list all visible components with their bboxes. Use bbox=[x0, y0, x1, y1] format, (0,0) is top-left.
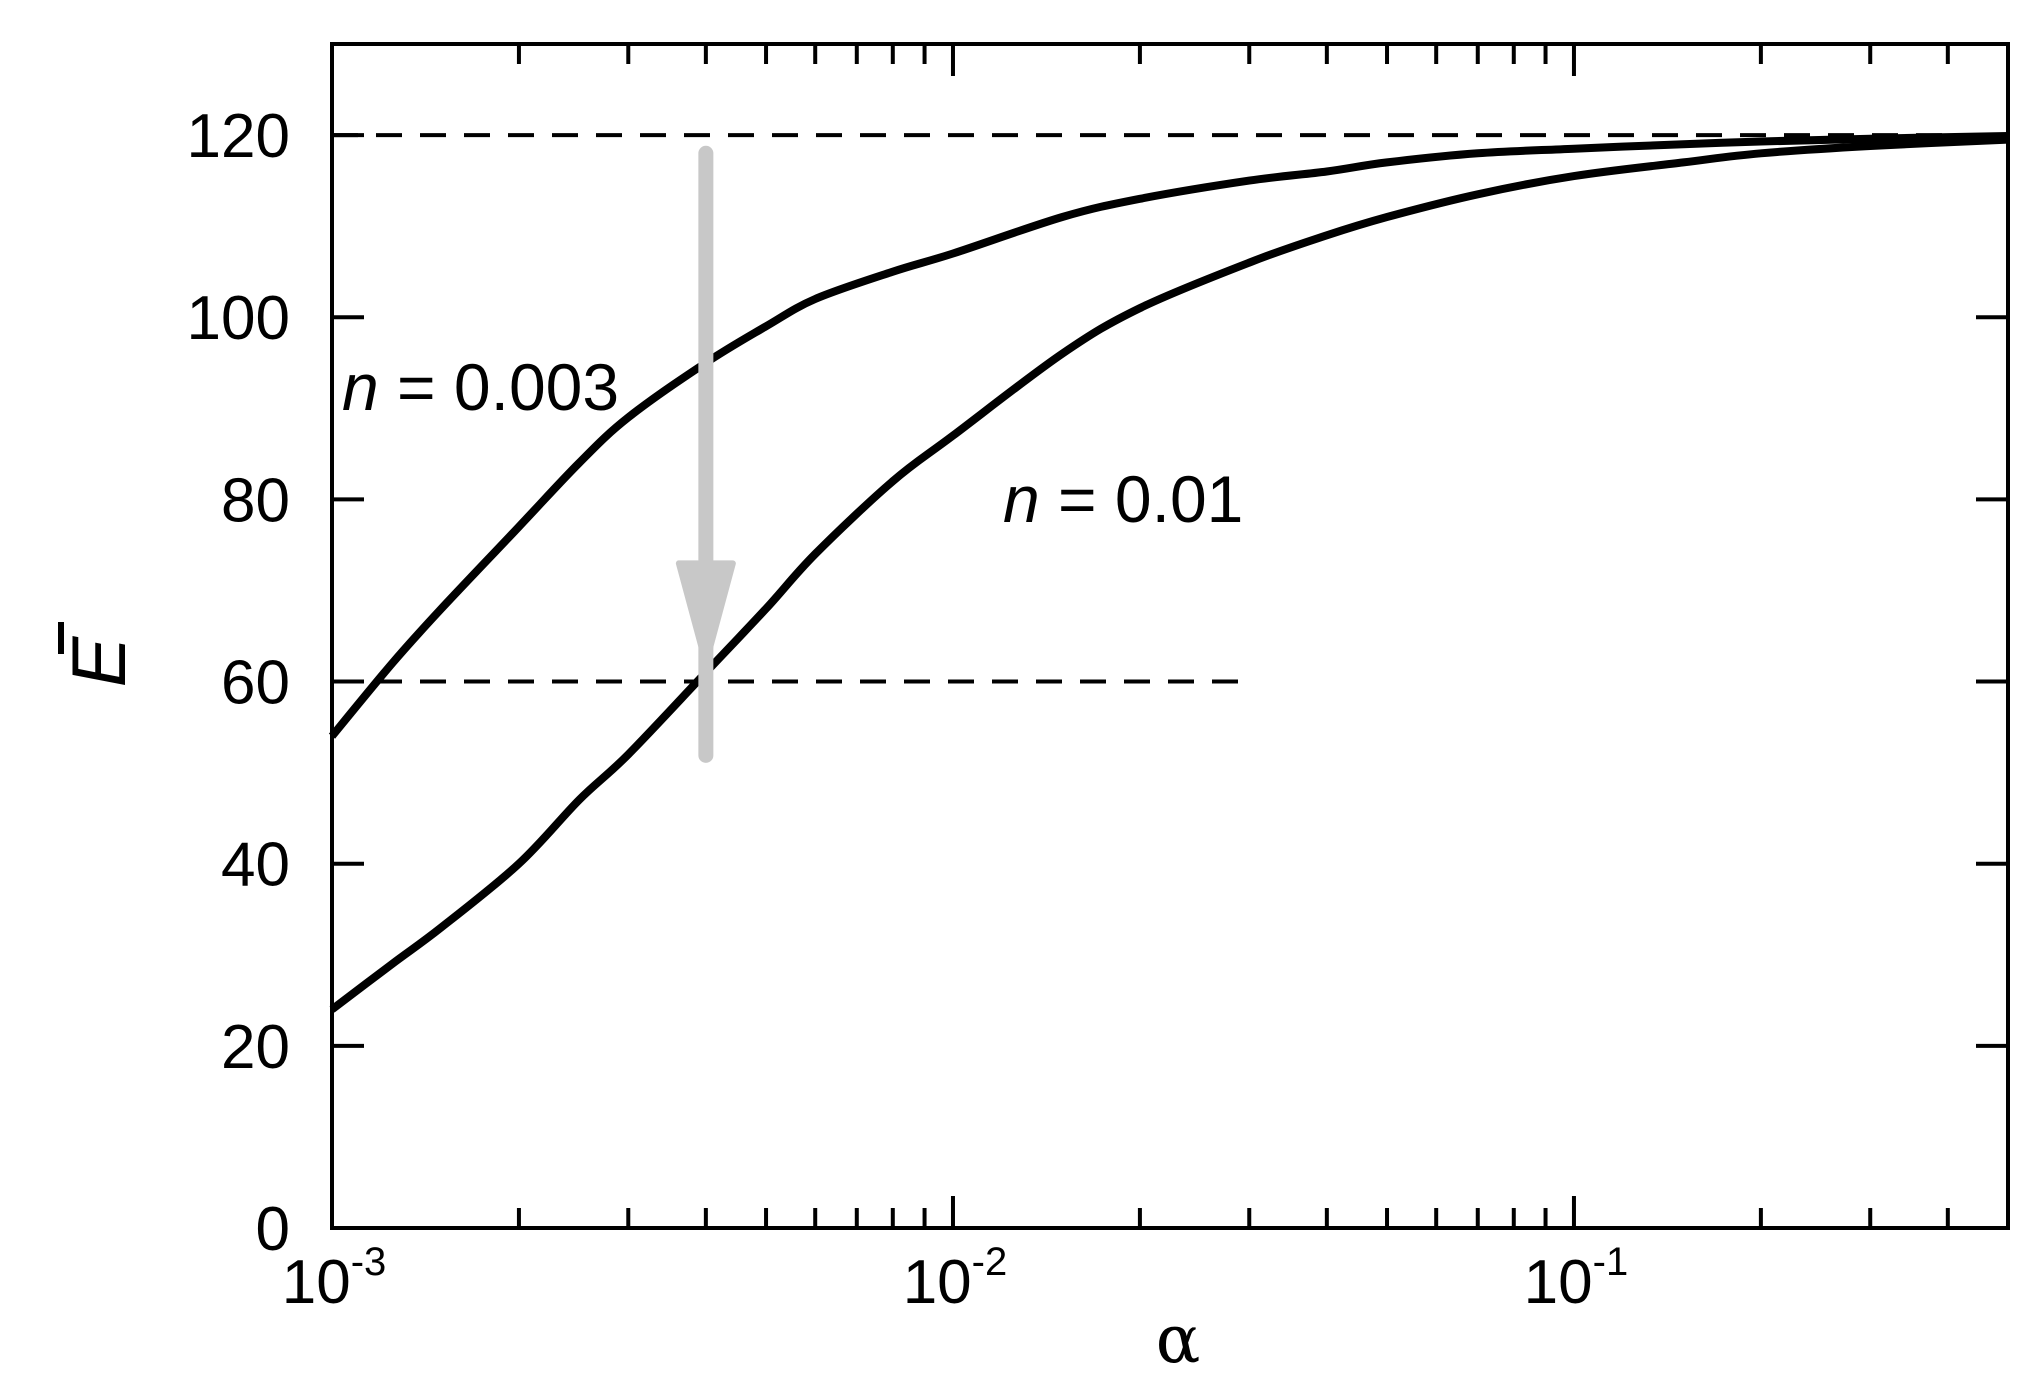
annotation-n-0003: n = 0.003 bbox=[342, 350, 619, 424]
series-layer bbox=[328, 132, 2009, 1013]
annotation-n-001-rest: = 0.01 bbox=[1040, 462, 1244, 536]
series-line-n-0003 bbox=[328, 132, 2009, 739]
annotation-n-0003-rest: = 0.003 bbox=[379, 350, 619, 424]
plot-frame bbox=[330, 42, 2010, 1230]
annotation-n-001-var: n bbox=[1003, 462, 1040, 536]
y-axis-label: E bbox=[57, 622, 142, 687]
x-tick-label: 10-2 bbox=[903, 1240, 1008, 1317]
y-tick-label: 120 bbox=[187, 102, 290, 171]
axis-ticks bbox=[332, 44, 2010, 1228]
x-tick-label: 10-1 bbox=[1524, 1240, 1629, 1317]
y-tick-label: 100 bbox=[187, 284, 290, 353]
y-axis-label-text: E bbox=[57, 635, 142, 687]
reference-lines bbox=[332, 133, 2008, 684]
y-tick-labels: 0 20 40 60 80 100 120 bbox=[187, 102, 290, 1264]
y-tick-label: 20 bbox=[221, 1013, 290, 1082]
y-tick-label: 40 bbox=[221, 831, 290, 900]
x-tick-label: 10-3 bbox=[282, 1240, 387, 1317]
y-tick-label: 60 bbox=[221, 649, 290, 718]
annotation-n-001: n = 0.01 bbox=[1003, 462, 1243, 536]
arrow-layer bbox=[675, 145, 736, 763]
annotation-n-0003-var: n bbox=[342, 350, 379, 424]
x-tick-labels: 10-3 10-2 10-1 bbox=[282, 1240, 1629, 1317]
y-tick-label: 80 bbox=[221, 466, 290, 535]
y-tick-label: 0 bbox=[256, 1195, 290, 1264]
arrow-head bbox=[675, 560, 736, 667]
series-line-n-001 bbox=[329, 135, 2009, 1013]
x-axis-label: α bbox=[1156, 1301, 1201, 1378]
plot-area: 0 20 40 60 80 100 120 10-3 10-2 10-1 bbox=[187, 42, 2010, 1317]
